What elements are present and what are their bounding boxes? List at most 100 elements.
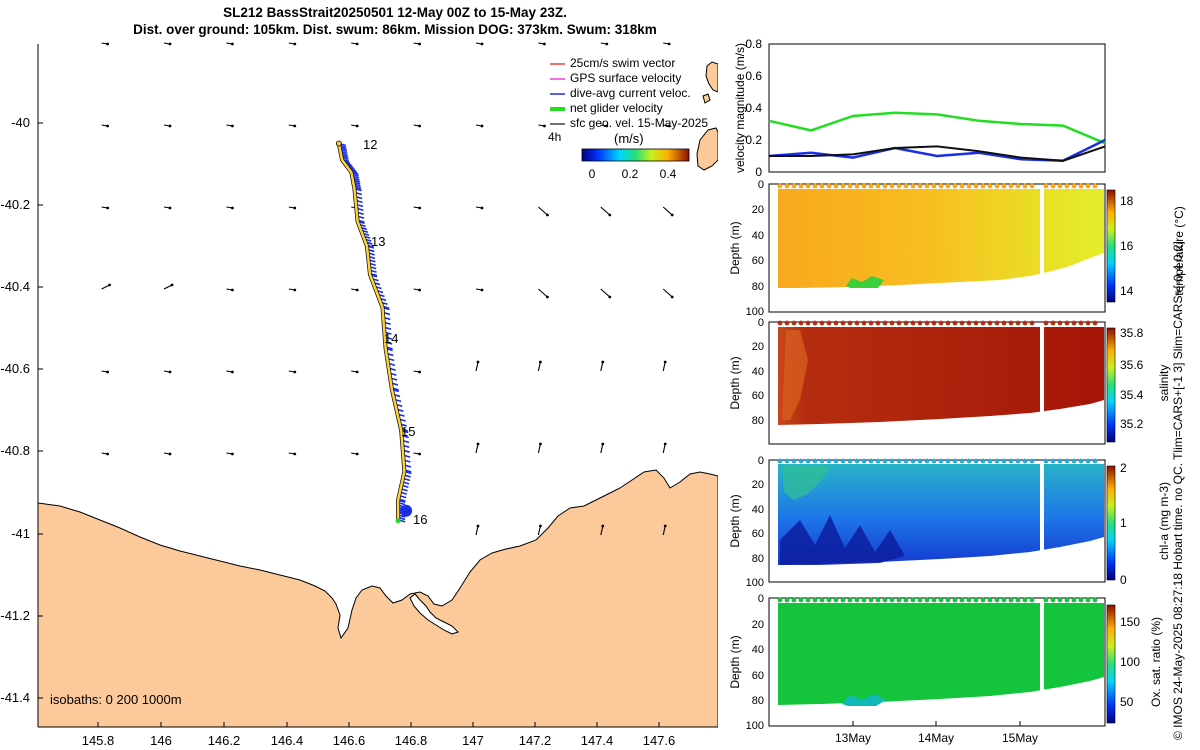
- surface-dot: [812, 458, 818, 464]
- temperature-cold-patch: [846, 276, 884, 288]
- sfc-geo-vector-head: [418, 206, 421, 210]
- sfc-geo-vector: [163, 284, 173, 290]
- island-1: [705, 61, 718, 93]
- surface-dot: [973, 183, 979, 189]
- colorbar-tick-1: 0.2: [622, 167, 639, 181]
- ox-cb-tick: 50: [1120, 695, 1134, 709]
- surface-dot: [1057, 183, 1063, 189]
- map-ytick: -40: [11, 115, 30, 130]
- surface-dot: [903, 320, 909, 326]
- sfc-geo-vector-head: [476, 442, 480, 446]
- surface-dot: [1064, 183, 1070, 189]
- surface-dot: [840, 458, 846, 464]
- surface-dot: [833, 458, 839, 464]
- sfc-geo-vector-head: [667, 42, 671, 46]
- surface-dot: [1064, 597, 1070, 603]
- sfc-geo-vector-head: [418, 288, 421, 292]
- map-ytick: -41.4: [0, 690, 30, 705]
- sfc-geo-vector-head: [418, 370, 421, 374]
- surface-dot: [959, 183, 965, 189]
- surface-dot: [1008, 597, 1014, 603]
- sfc-geo-vector-head: [539, 442, 542, 446]
- map-xtick: 146.8: [395, 733, 428, 748]
- section-panels: temperature (°C) 14 16 18 salinity 35.2 …: [768, 183, 1186, 727]
- surface-dot: [966, 320, 972, 326]
- depth-tick: 100: [746, 306, 764, 318]
- surface-dot: [875, 597, 881, 603]
- surface-dot: [777, 320, 783, 326]
- sfc-geo-vector-head: [355, 370, 359, 374]
- chla-colorbar: [1106, 465, 1116, 581]
- velocity-axes: [768, 43, 1106, 173]
- surface-dot: [882, 320, 888, 326]
- sfc-geo-vector-head: [418, 452, 421, 456]
- surface-dot: [840, 597, 846, 603]
- surface-dot: [812, 597, 818, 603]
- depth-tick: 100: [746, 720, 764, 732]
- surface-dot: [966, 183, 972, 189]
- map-y-ticks: -40 -40.2 -40.4 -40.6 -40.8 -41 -41.2 -4…: [0, 115, 43, 705]
- sfc-geo-vector-head: [355, 288, 359, 292]
- depth-label: Depth (m): [728, 356, 742, 409]
- temperature-colorbar: [1106, 189, 1116, 303]
- sfc-geo-vector-head: [543, 42, 546, 46]
- sfc-geo-vector: [600, 288, 611, 298]
- surface-dot: [840, 320, 846, 326]
- surface-dot: [1071, 320, 1077, 326]
- depth-tick: 20: [752, 341, 764, 353]
- surface-dot: [945, 597, 951, 603]
- sfc-geo-vector-head: [476, 524, 480, 528]
- surface-dot: [917, 458, 923, 464]
- surface-dot: [861, 597, 867, 603]
- surface-dot: [798, 183, 804, 189]
- sfc-geo-vector-head: [663, 442, 667, 446]
- surface-dot: [980, 320, 986, 326]
- surface-dot: [861, 458, 867, 464]
- map-xtick: 146.4: [271, 733, 304, 748]
- map-ytick: -40.8: [0, 443, 30, 458]
- map-xtick: 146: [150, 733, 172, 748]
- surface-dot: [952, 183, 958, 189]
- surface-dot: [945, 320, 951, 326]
- surface-dot: [889, 597, 895, 603]
- legend-interval: 4h: [548, 130, 561, 144]
- surface-dot: [1043, 320, 1049, 326]
- depth-tick: 0: [758, 455, 764, 467]
- depth-tick: 40: [752, 504, 764, 516]
- surface-dot: [1050, 597, 1056, 603]
- day-label-12: 12: [363, 137, 377, 152]
- surface-dot: [875, 183, 881, 189]
- map-xtick: 147.4: [581, 733, 614, 748]
- legend-gps: GPS surface velocity: [570, 71, 681, 85]
- salinity-panel: salinity 35.2 35.4 35.6 35.8: [768, 321, 1171, 445]
- depth-axes: Depth (m) 0 20 40 60 80 100 Depth (m) 0 …: [728, 179, 764, 732]
- surface-dot: [931, 320, 937, 326]
- surface-dot: [1057, 458, 1063, 464]
- sfc-geo-vector: [600, 361, 604, 372]
- depth-tick: 0: [758, 593, 764, 605]
- depth-tick: 60: [752, 255, 764, 267]
- chla-label: chl-a (mg m-3): [1157, 482, 1171, 560]
- sfc-geo-vector-head: [168, 124, 172, 128]
- surface-dot: [1029, 458, 1035, 464]
- surface-dot: [819, 597, 825, 603]
- sfc-geo-vector: [101, 284, 110, 290]
- sfc-geo-vector-head: [543, 124, 546, 128]
- surface-dot: [987, 458, 993, 464]
- sfc-geo-vector-head: [108, 283, 111, 287]
- depth-label: Depth (m): [728, 635, 742, 688]
- data-gap: [1040, 600, 1044, 706]
- map-panel: 12 13 14 15 16 25cm/s swim vector GPS su…: [0, 42, 718, 748]
- river-estuary: [409, 593, 459, 635]
- sfc-geo-vector-head: [106, 124, 109, 128]
- oxygen-low-patch: [842, 694, 886, 706]
- depth-tick: 80: [752, 415, 764, 427]
- surface-dot: [924, 458, 930, 464]
- salinity-label: salinity: [1157, 365, 1171, 402]
- surface-dot: [1071, 597, 1077, 603]
- surface-dot: [1001, 320, 1007, 326]
- time-tick: 13May: [835, 731, 871, 745]
- surface-dot: [1064, 458, 1070, 464]
- sfc-geo-vector-head: [355, 42, 359, 46]
- velocity-series: [768, 111, 1106, 163]
